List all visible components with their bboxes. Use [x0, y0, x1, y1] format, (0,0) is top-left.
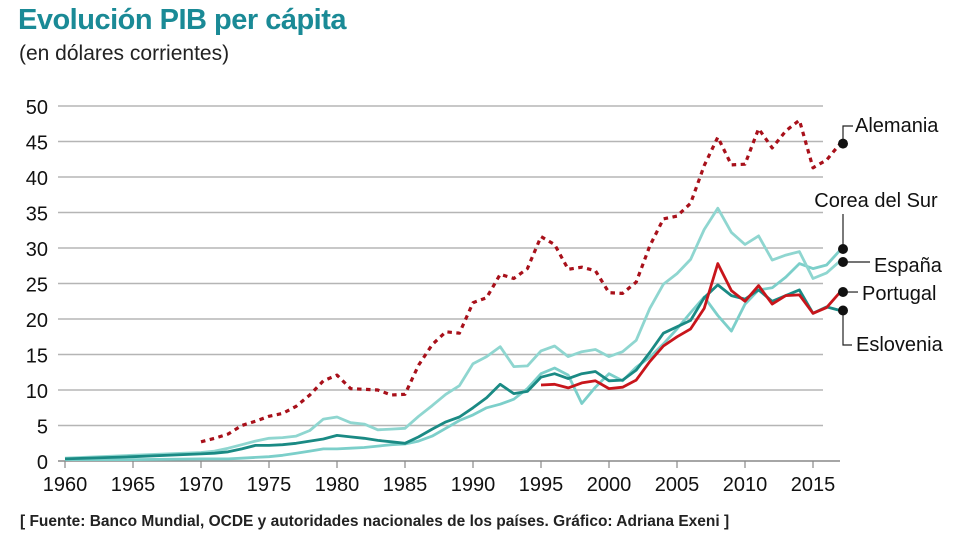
x-tick-label: 1980 [315, 474, 360, 496]
leader-line-eslovenia [842, 310, 852, 346]
leader-line-alemania [842, 125, 853, 144]
series-label-alemania: Alemania [855, 115, 939, 137]
chart-subtitle: (en dólares corrientes) [19, 42, 230, 65]
end-dot-espana [838, 257, 848, 267]
series-lines [64, 118, 842, 462]
y-tick-label: 30 [26, 239, 48, 261]
y-tick-label: 40 [26, 168, 48, 190]
x-tick-label: 1975 [247, 474, 292, 496]
y-tick-label: 50 [26, 97, 48, 119]
end-dot-corea-del-sur [838, 244, 848, 254]
y-tick-label: 20 [26, 310, 48, 332]
series-label-eslovenia: Eslovenia [856, 334, 944, 356]
x-tick-label: 1990 [451, 474, 496, 496]
series-labels: Alemania Corea del Sur España Portugal Eslov… [814, 115, 943, 356]
x-tick-label: 1995 [519, 474, 564, 496]
y-tick-label: 25 [26, 275, 48, 297]
series-label-espana: España [874, 255, 943, 277]
x-tick-label: 2005 [655, 474, 700, 496]
y-tick-label: 10 [26, 381, 48, 403]
x-tick-label: 2000 [587, 474, 632, 496]
series-line-corea-del-sur [65, 249, 842, 462]
end-dot-eslovenia [838, 305, 848, 316]
y-tick-label: 15 [26, 346, 48, 368]
x-tick-label: 1960 [43, 474, 88, 496]
x-tick-label: 2010 [723, 474, 768, 496]
x-tick-label: 1965 [111, 474, 156, 496]
series-label-portugal: Portugal [862, 283, 937, 305]
end-dot-portugal [838, 287, 848, 298]
end-dot-alemania [838, 138, 848, 149]
chart-title: Evolución PIB per cápita [18, 4, 347, 36]
series-line-eslovenia [64, 283, 841, 461]
y-tick-label: 35 [26, 204, 48, 226]
series-label-corea-del-sur: Corea del Sur [814, 190, 938, 212]
source-footer: [ Fuente: Banco Mundial, OCDE y autorida… [20, 513, 730, 530]
y-tick-label: 5 [37, 417, 48, 439]
y-tick-label: 45 [26, 133, 48, 155]
series-line-alemania [200, 118, 842, 444]
y-axis-ticks: 0 5 10 15 20 25 30 35 40 45 50 [26, 97, 48, 474]
x-tick-label: 1985 [383, 474, 428, 496]
series-line-portugal [540, 262, 842, 391]
y-tick-label: 0 [37, 452, 48, 474]
x-tick-label: 1970 [179, 474, 224, 496]
x-axis: 1960 1965 1970 1975 1980 1985 1990 1995 2000 2005… [43, 460, 840, 496]
series-line-espana [64, 206, 842, 460]
x-tick-label: 2015 [791, 474, 836, 496]
